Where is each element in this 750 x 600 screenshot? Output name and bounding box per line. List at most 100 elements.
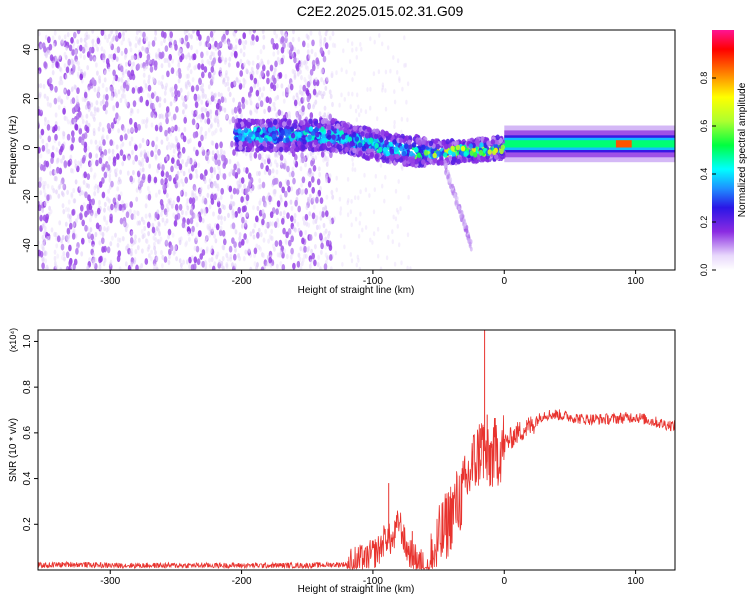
colorbar-tick-label: 0.2 [699,216,709,229]
spectrogram-noise-cell [238,38,242,46]
spectrogram-noise-cell [42,241,45,247]
spectrogram-noise-cell [61,203,65,209]
spectrogram-noise-cell [359,108,363,113]
spectrogram-noise-cell [404,62,407,68]
spectrogram-noise-cell [264,228,268,235]
spectrogram-noise-cell [74,124,79,131]
spectrogram-noise-cell [311,186,316,194]
spectrogram-signal-cell [316,123,322,129]
spectrogram-noise-cell [282,98,286,104]
spectrogram-noise-cell [217,49,222,57]
spectrogram-noise-cell [213,98,217,104]
spectrogram-noise-cell [165,211,169,217]
spectrogram-marks [38,30,675,270]
spectrogram-noise-cell [136,54,140,60]
spectrogram-noise-cell [216,118,220,124]
spectrogram-noise-cell [314,231,317,237]
spectrogram-signal-cell [268,127,273,133]
spectrogram-noise-cell [137,123,141,131]
spectrogram-noise-cell [208,204,212,210]
spectrogram-noise-cell [405,99,408,105]
spectrogram-noise-cell [39,176,43,182]
spectrogram-noise-cell [353,71,356,76]
spectrogram-noise-cell [257,184,261,190]
spectrogram-noise-cell [75,218,78,224]
spectrogram-noise-cell [186,94,189,101]
spectrogram-signal-cell [237,128,242,134]
spectrogram-noise-cell [183,116,187,124]
spectrogram-noise-cell [165,203,169,209]
spectrogram-noise-cell [394,188,398,194]
spectrogram-noise-cell [48,163,52,169]
spectrogram-noise-cell [60,179,63,186]
spectrogram-noise-cell [185,259,189,265]
spectrogram-noise-cell [161,217,165,223]
spectrogram-signal-cell [308,126,314,132]
spectrogram-noise-cell [252,30,257,34]
spectrogram-noise-cell [115,112,119,120]
spectrogram-noise-cell [304,64,308,70]
spectrogram-noise-cell [293,69,296,75]
spectrogram-noise-cell [166,70,170,78]
spectrogram-noise-cell [103,77,107,83]
spectrogram-noise-cell [39,214,43,222]
spectrogram-noise-cell [71,70,75,76]
spectrogram-noise-cell [154,237,158,243]
spectrogram-noise-cell [158,96,162,102]
spectrogram-noise-cell [112,35,116,41]
spectrogram-noise-cell [273,77,277,85]
spectrogram-noise-cell [117,89,121,95]
spectrogram-signal-cell [432,157,438,164]
spectrogram-noise-cell [76,112,80,120]
spectrogram-noise-cell [101,231,105,238]
spectrogram-noise-cell [62,154,65,161]
spectrogram-noise-cell [275,263,279,269]
spectrogram-signal-cell [411,142,417,148]
spectrogram-noise-cell [172,212,176,218]
spectrogram-noise-cell [121,72,125,78]
spectrogram-noise-cell [187,73,190,79]
spectrogram-noise-cell [241,238,245,246]
spectrogram-noise-cell [52,42,56,49]
spectrogram-noise-cell [147,231,151,237]
spectrogram-noise-cell [234,44,238,50]
spectrogram-noise-cell [47,36,51,44]
spectrogram-signal-cell [441,140,446,146]
spectrogram-noise-cell [241,40,245,46]
spectrogram-signal-cell [307,134,312,140]
spectrogram-noise-cell [76,30,81,35]
spectrogram-signal-cell [364,155,370,161]
spectrogram-noise-cell [111,80,115,86]
spectrogram-noise-cell [72,222,75,228]
spectrogram-noise-cell [275,162,279,168]
spectrogram-noise-cell [239,48,243,54]
spectrogram-noise-cell [281,91,285,97]
spectrogram-noise-cell [98,75,101,81]
spectrogram-noise-cell [328,173,332,179]
spectrogram-noise-cell [154,124,159,132]
spectrogram-noise-cell [329,266,333,270]
spectrogram-noise-cell [245,194,250,202]
spectrogram-noise-cell [55,147,59,153]
x-tick-label: 0 [501,576,507,587]
y-tick-label: 0.4 [22,471,33,485]
spectrogram-noise-cell [158,239,161,245]
spectrogram-noise-cell [67,207,70,213]
spectrogram-noise-cell [255,171,259,177]
spectrogram-noise-cell [312,64,316,72]
spectrogram-noise-cell [275,152,279,158]
spectrogram-noise-cell [160,211,163,217]
spectrogram-signal-cell [282,121,287,127]
spectrogram-noise-cell [381,82,385,88]
spectrogram-noise-cell [195,84,200,92]
spectrogram-noise-cell [210,91,214,97]
spectrogram-noise-cell [168,254,171,260]
spectrogram-noise-cell [67,199,71,205]
spectrogram-tail-cell [462,224,466,230]
spectrogram-noise-cell [346,212,350,218]
spectrogram-noise-cell [144,123,148,129]
spectrogram-x-ticks: -300 -200 -100 0 100 [100,270,644,287]
spectrogram-noise-cell [79,213,83,221]
spectrogram-noise-cell [253,261,257,267]
spectrogram-noise-cell [136,210,139,216]
